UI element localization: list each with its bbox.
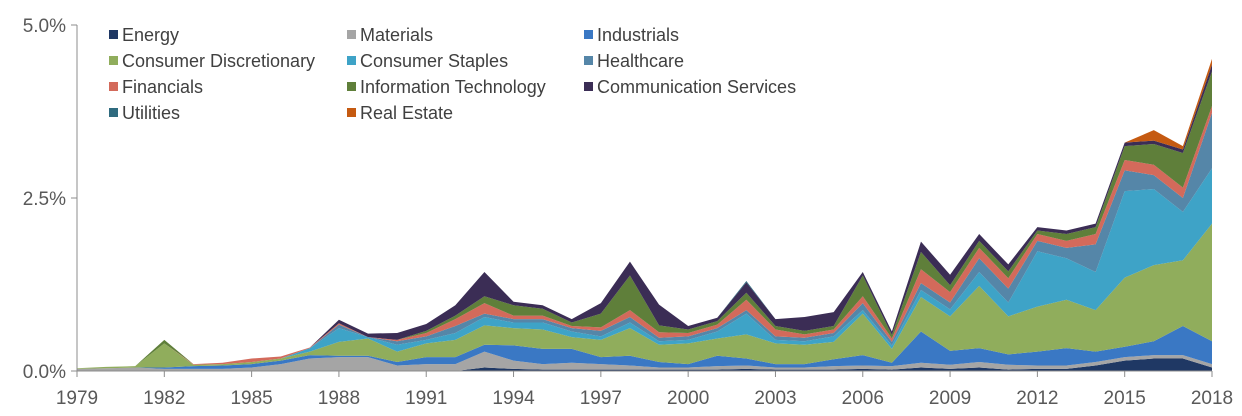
x-tick-label: 1988 — [318, 388, 360, 409]
y-tick-label: 5.0% — [23, 16, 66, 37]
y-tick-label: 2.5% — [23, 189, 66, 210]
legend-swatch — [347, 82, 356, 91]
legend-swatch — [109, 108, 118, 117]
area-energy — [77, 358, 1212, 371]
legend-label: Materials — [360, 25, 433, 45]
legend-label: Financials — [122, 77, 203, 97]
legend-label: Industrials — [597, 25, 679, 45]
x-tick-label: 1982 — [143, 388, 185, 409]
area-materials — [77, 351, 1212, 371]
x-tick-label: 2006 — [842, 388, 884, 409]
x-tick-label: 1985 — [230, 388, 272, 409]
legend-swatch — [584, 30, 593, 39]
legend-label: Energy — [122, 25, 179, 45]
x-tick-label: 2009 — [929, 388, 971, 409]
legend-swatch — [584, 56, 593, 65]
x-tick-label: 2015 — [1104, 388, 1146, 409]
legend-label: Information Technology — [360, 77, 546, 97]
area-information-technology — [77, 71, 1212, 369]
area-series-group — [77, 58, 1212, 371]
legend-swatch — [109, 56, 118, 65]
x-tick-label: 1997 — [580, 388, 622, 409]
x-tick-label: 2018 — [1191, 388, 1233, 409]
y-tick-label: 0.0% — [23, 362, 66, 383]
x-tick-label: 2003 — [754, 388, 796, 409]
area-consumer-discretionary — [77, 223, 1212, 369]
x-tick-label: 1991 — [405, 388, 447, 409]
legend-label: Real Estate — [360, 103, 453, 123]
x-tick-label: 2012 — [1016, 388, 1058, 409]
legend-swatch — [109, 82, 118, 91]
x-tick-label: 2000 — [667, 388, 709, 409]
legend-swatch — [584, 82, 593, 91]
legend-label: Utilities — [122, 103, 180, 123]
axes: 0.0% 2.5% 5.0% 1979 1982 1985 1988 1991 1994 1997… — [23, 16, 1233, 409]
legend-label: Communication Services — [597, 77, 796, 97]
legend-swatch — [347, 30, 356, 39]
legend-swatch — [347, 108, 356, 117]
legend-swatch — [347, 56, 356, 65]
legend-label: Healthcare — [597, 51, 684, 71]
legend-swatch — [109, 30, 118, 39]
legend-label: Consumer Staples — [360, 51, 508, 71]
x-tick-label: 1979 — [56, 388, 98, 409]
legend: Energy Materials Industrials Consumer Discr… — [109, 25, 796, 123]
x-tick-label: 1994 — [492, 388, 535, 409]
legend-label: Consumer Discretionary — [122, 51, 315, 71]
area-industrials — [77, 326, 1212, 369]
